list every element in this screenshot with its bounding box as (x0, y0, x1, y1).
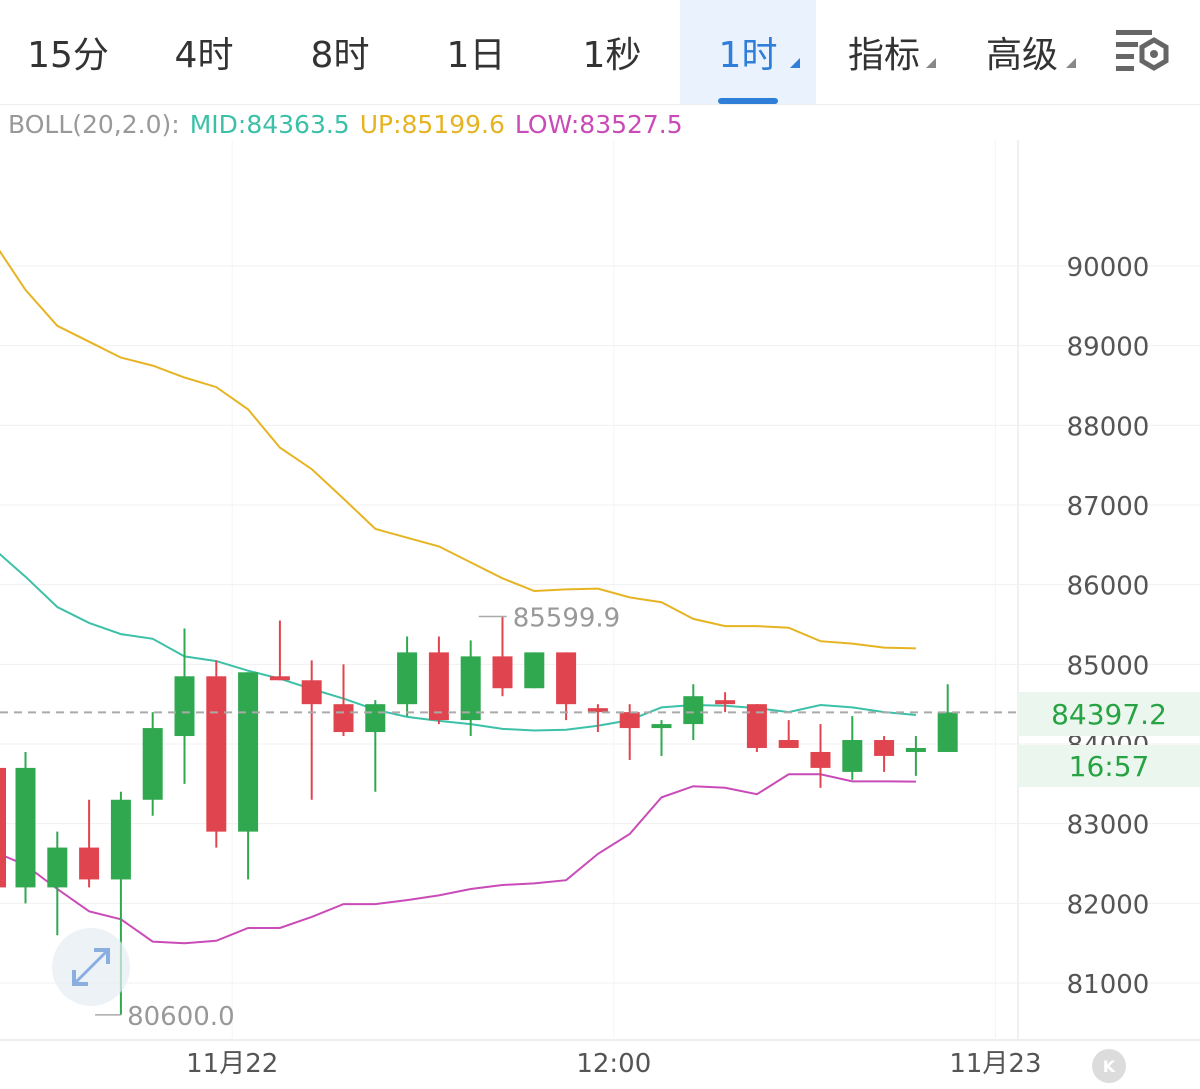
tab-label: 4时 (174, 35, 234, 76)
candle-body (778, 740, 799, 748)
tab-15min[interactable]: 15分 (0, 0, 136, 104)
boll-low: LOW:83527.5 (514, 110, 683, 139)
y-tick-label: 82000 (1067, 890, 1150, 920)
candle-body (587, 708, 608, 713)
candle-body (524, 652, 545, 689)
candle-body (238, 672, 259, 832)
expand-arrows-icon (72, 948, 110, 986)
candle-body (0, 767, 6, 888)
candle-body (492, 656, 513, 689)
candle-body (842, 740, 863, 772)
tab-8h[interactable]: 8时 (272, 0, 408, 104)
tab-indicators[interactable]: 指标 (816, 0, 952, 104)
candle-body (110, 799, 131, 880)
candle-body (746, 704, 767, 748)
candle-body (937, 712, 958, 752)
tab-label: 1秒 (582, 35, 642, 76)
tab-label: 8时 (310, 35, 370, 76)
candle-body (333, 704, 354, 733)
current-price-value: 84397.2 (1051, 697, 1167, 731)
x-tick-label: 12:00 (576, 1049, 651, 1079)
candle-body (683, 696, 704, 725)
candle-body (428, 652, 449, 721)
low-marker-label: 80600.0 (127, 1002, 235, 1032)
candle-body (79, 847, 100, 880)
high-marker-label: 85599.9 (513, 604, 621, 634)
tab-label: 指标 (847, 35, 920, 76)
candle-body (397, 652, 418, 705)
candle-body (905, 747, 926, 752)
chart-settings-icon[interactable] (1112, 24, 1172, 80)
tab-1h[interactable]: 1时 (680, 0, 816, 104)
badge-label: K (1102, 1056, 1116, 1076)
tab-label: 1时 (718, 35, 778, 76)
candle-body (715, 700, 736, 705)
active-tab-indicator (718, 98, 778, 104)
boll-legend: BOLL(20,2.0): MID:84363.5 UP:85199.6 LOW:83… (8, 110, 693, 139)
x-tick-label: 11月22 (186, 1049, 278, 1079)
candle-countdown-label: 16:57 (1018, 745, 1200, 787)
interval-tab-bar: 15分 4时 8时 1日 1秒 1时 指标 高级 (0, 0, 1200, 105)
current-price-label: 84397.2 (1018, 692, 1200, 736)
candle-body (556, 652, 577, 705)
candle-body (810, 751, 831, 768)
dropdown-triangle-icon (790, 50, 800, 68)
candle-body (365, 704, 386, 733)
y-tick-label: 83000 (1067, 811, 1150, 841)
candle-body (651, 724, 672, 729)
candle-body (142, 728, 163, 800)
tab-4h[interactable]: 4时 (136, 0, 272, 104)
x-tick-label: 11月23 (949, 1049, 1041, 1079)
countdown-value: 16:57 (1068, 749, 1150, 783)
y-tick-label: 89000 (1067, 333, 1150, 363)
boll-mid-line (0, 552, 916, 732)
k-badge-icon[interactable]: K (1092, 1049, 1126, 1083)
candle-body (460, 656, 481, 721)
expand-chart-button[interactable] (52, 928, 130, 1006)
candle-body (301, 680, 322, 705)
tab-1d[interactable]: 1日 (408, 0, 544, 104)
tab-label: 15分 (27, 35, 109, 76)
boll-mid: MID:84363.5 (189, 110, 350, 139)
plot-area (0, 249, 958, 1015)
candle-body (15, 767, 36, 888)
y-tick-label: 87000 (1067, 492, 1150, 522)
y-tick-label: 86000 (1067, 572, 1150, 602)
boll-lower-line (0, 773, 916, 945)
boll-upper-line (0, 249, 916, 650)
candle-body (174, 676, 195, 737)
y-tick-label: 85000 (1067, 651, 1150, 681)
candle-body (206, 676, 227, 832)
candle-body (874, 740, 895, 756)
dropdown-triangle-icon (926, 50, 936, 68)
y-tick-label: 88000 (1067, 412, 1150, 442)
tab-label: 高级 (985, 35, 1058, 76)
boll-up: UP:85199.6 (359, 110, 505, 139)
candle-body (47, 847, 68, 888)
candle-body (269, 676, 290, 681)
tab-advanced[interactable]: 高级 (952, 0, 1092, 104)
boll-name: BOLL(20,2.0): (8, 110, 180, 139)
y-tick-label: 90000 (1067, 253, 1150, 283)
candle-body (619, 712, 640, 729)
tab-1s[interactable]: 1秒 (544, 0, 680, 104)
dropdown-triangle-icon (1066, 50, 1076, 68)
y-tick-label: 81000 (1067, 970, 1150, 1000)
tab-label: 1日 (446, 35, 506, 76)
